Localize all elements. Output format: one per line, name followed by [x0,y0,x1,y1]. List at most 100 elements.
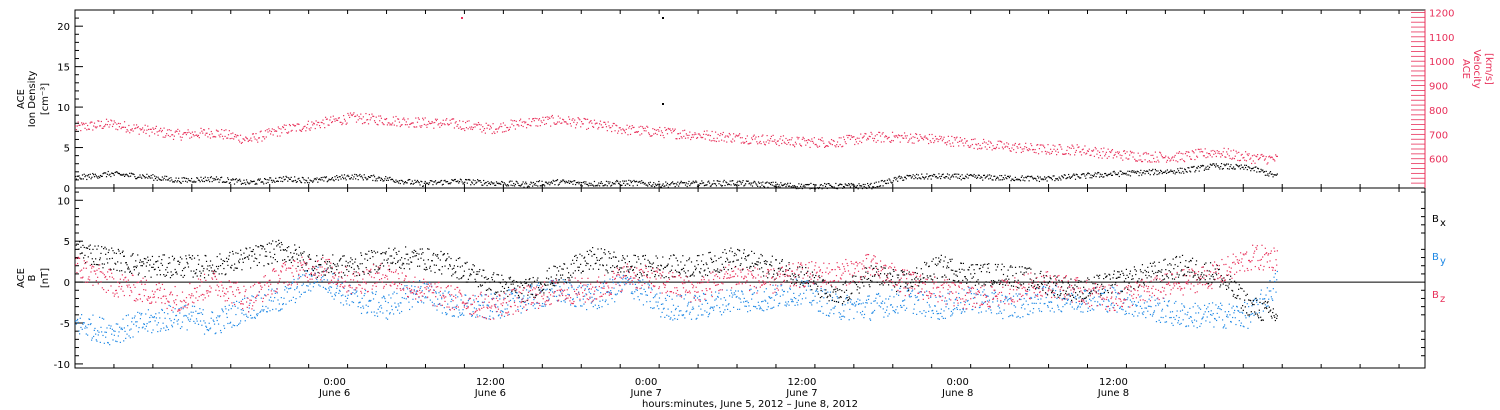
velocity-series-point [409,123,411,126]
by-series-point [628,278,630,280]
velocity-series-point [340,121,342,124]
velocity-series-point [103,125,105,128]
ion-density-series-point [987,174,989,176]
ion-density-series-point [1037,177,1040,179]
by-series-point [156,324,158,326]
velocity-series-point [763,141,765,143]
bottom-left-tick-label: 0 [64,278,70,289]
velocity-series-point [845,142,847,145]
by-series-point [282,303,284,305]
ion-density-series-point [880,180,882,182]
by-series-point [568,294,570,296]
velocity-series-point [179,136,182,138]
ion-density-series-point [1092,175,1095,177]
velocity-series-point [690,138,692,141]
ion-density-series-point [871,188,873,190]
velocity-series-point [950,145,952,147]
velocity-series-point [276,135,279,137]
ion-density-series-point [604,184,606,186]
ion-density-series-point [982,174,985,177]
by-series-point [572,298,574,300]
velocity-series-point [279,135,281,137]
by-series-point [221,308,223,310]
by-series-point [1254,299,1256,301]
by-series-point [547,296,549,298]
ion-density-series-point [1193,165,1195,168]
by-series-point [205,326,208,328]
by-series-point [944,300,946,302]
by-series-point [797,299,799,301]
ion-density-series-point [505,184,507,186]
ion-density-series-point [168,177,170,179]
velocity-series-point [892,140,894,142]
velocity-series-point [725,135,727,137]
velocity-series-point [724,136,726,138]
velocity-series-point [633,126,635,129]
velocity-series-point [629,133,632,136]
ion-density-series-point [1025,177,1028,179]
by-series-point [575,305,577,308]
velocity-series-point [428,122,431,124]
velocity-series-point [1036,144,1038,146]
ion-density-series-point [584,183,586,185]
by-series-point [880,302,882,304]
ion-density-series-point [1238,165,1241,167]
velocity-series-point [953,137,955,139]
by-series-point [75,323,77,325]
bx-series-point [136,265,138,267]
velocity-series-point [544,116,547,119]
bx-series-point [143,263,145,265]
by-series-point [1149,313,1152,316]
by-series-point [1223,324,1226,326]
ion-density-series-point [630,181,632,184]
bx-series-point [97,245,99,247]
by-series-point [1001,294,1003,296]
by-series-point [723,297,725,299]
by-series-point [991,292,993,294]
by-series-point [811,304,813,306]
velocity-series-point [331,121,334,123]
velocity-series-point [875,141,877,143]
ion-density-series-point [837,184,840,187]
velocity-series-point [174,131,176,133]
ion-density-series-point [872,186,874,188]
by-series-point [495,303,497,306]
by-series-point [127,314,129,316]
ion-density-series-point [749,182,751,184]
by-series-point [425,296,427,298]
ion-density-series-point [940,177,942,180]
by-series-point [870,302,872,304]
velocity-series-point [630,128,632,130]
ion-density-series-point [706,184,708,186]
by-series-point [235,300,238,302]
velocity-series-point [377,124,379,126]
velocity-series-point [885,135,888,138]
by-series-point [363,294,365,297]
ion-density-series-point [635,180,638,182]
velocity-series-point [328,124,330,126]
bx-series-point [83,257,85,259]
ion-density-series-point [825,183,827,185]
by-series-point [471,315,473,317]
by-series-point [775,292,777,294]
velocity-series-point [604,121,606,123]
velocity-series-point [574,127,577,129]
ion-density-series-point [681,182,683,184]
ion-density-series-point [1005,177,1007,179]
velocity-series-point [145,132,147,135]
ion-density-series-point [113,174,115,176]
velocity-series-point [477,124,479,126]
by-series-point [1189,307,1191,310]
ion-density-series-point [1003,178,1005,180]
ion-density-series-point [416,179,419,182]
velocity-series-point [748,143,750,145]
by-series-point [319,285,321,287]
by-series-point [596,308,598,310]
by-series-point [1144,307,1146,309]
by-series-point [755,306,757,308]
ion-density-series-point [1206,168,1208,171]
by-series-point [969,287,971,289]
by-series-point [1147,310,1149,312]
velocity-series-point [325,118,328,120]
ion-density-series-point [1162,171,1164,173]
